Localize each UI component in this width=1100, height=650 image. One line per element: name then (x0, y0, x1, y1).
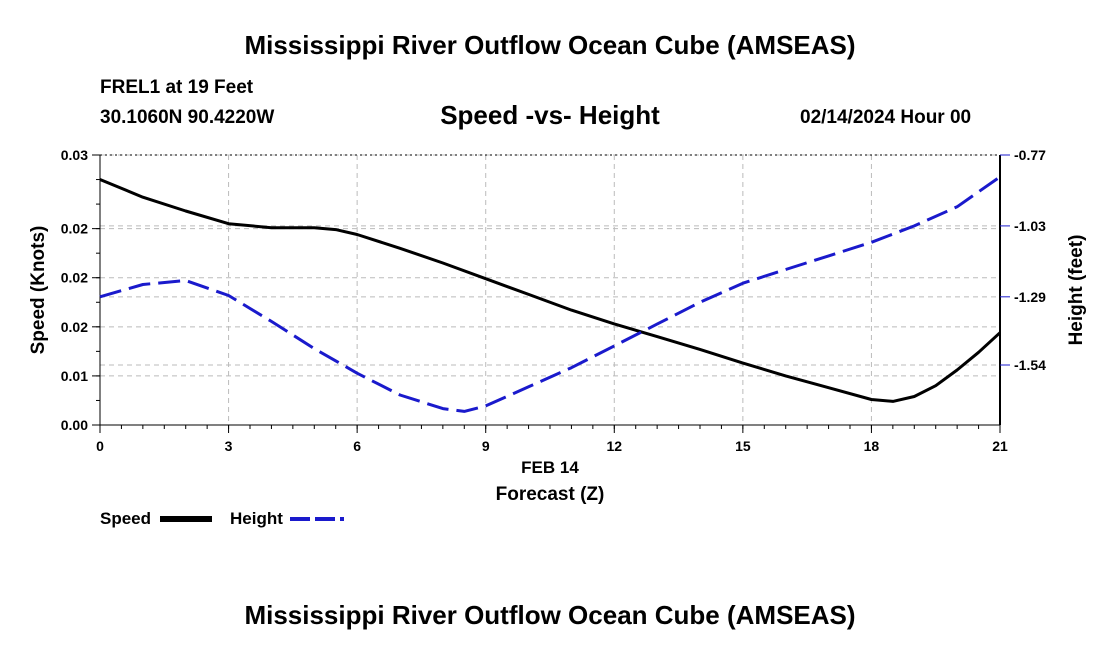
page-title: Mississippi River Outflow Ocean Cube (AM… (244, 30, 856, 60)
y2-tick-label: -1.54 (1014, 357, 1046, 373)
y2-tick-label: -1.03 (1014, 218, 1046, 234)
x-tick-label: 12 (606, 438, 622, 454)
x-tick-label: 21 (992, 438, 1008, 454)
y-tick-label: 0.02 (61, 270, 88, 286)
y-tick-label: 0.00 (61, 417, 88, 433)
footer-title: Mississippi River Outflow Ocean Cube (AM… (244, 600, 856, 630)
x-axis-label: Forecast (Z) (496, 484, 605, 505)
legend-speed-swatch (160, 516, 212, 522)
y-axis-label: Speed (Knots) (28, 226, 49, 355)
chart-subtitle: Speed -vs- Height (440, 100, 660, 130)
x-tick-label: 9 (482, 438, 490, 454)
y-tick-label: 0.03 (61, 147, 88, 163)
station-label: FREL1 at 19 Feet (100, 77, 254, 98)
x-tick-label: 15 (735, 438, 751, 454)
legend-height-swatch (290, 517, 344, 521)
y2-axis-label: Height (feet) (1066, 235, 1087, 346)
forecast-datetime: 02/14/2024 Hour 00 (800, 107, 972, 128)
series-speed-line (99, 178, 1002, 403)
station-coordinates: 30.1060N 90.4220W (100, 107, 275, 128)
y2-tick-label: -0.77 (1014, 147, 1046, 163)
y-tick-label: 0.02 (61, 319, 88, 335)
x-axis-sublabel: FEB 14 (521, 458, 579, 477)
y-tick-label: 0.01 (61, 368, 88, 384)
x-tick-label: 6 (353, 438, 361, 454)
x-tick-label: 18 (864, 438, 880, 454)
x-tick-label: 0 (96, 438, 104, 454)
legend-speed-label: Speed (100, 509, 152, 528)
legend-height-label: Height (230, 509, 283, 528)
y2-tick-label: -1.29 (1014, 289, 1046, 305)
x-tick-label: 3 (225, 438, 233, 454)
y-tick-label: 0.02 (61, 221, 88, 237)
series-height-line (99, 175, 1001, 413)
